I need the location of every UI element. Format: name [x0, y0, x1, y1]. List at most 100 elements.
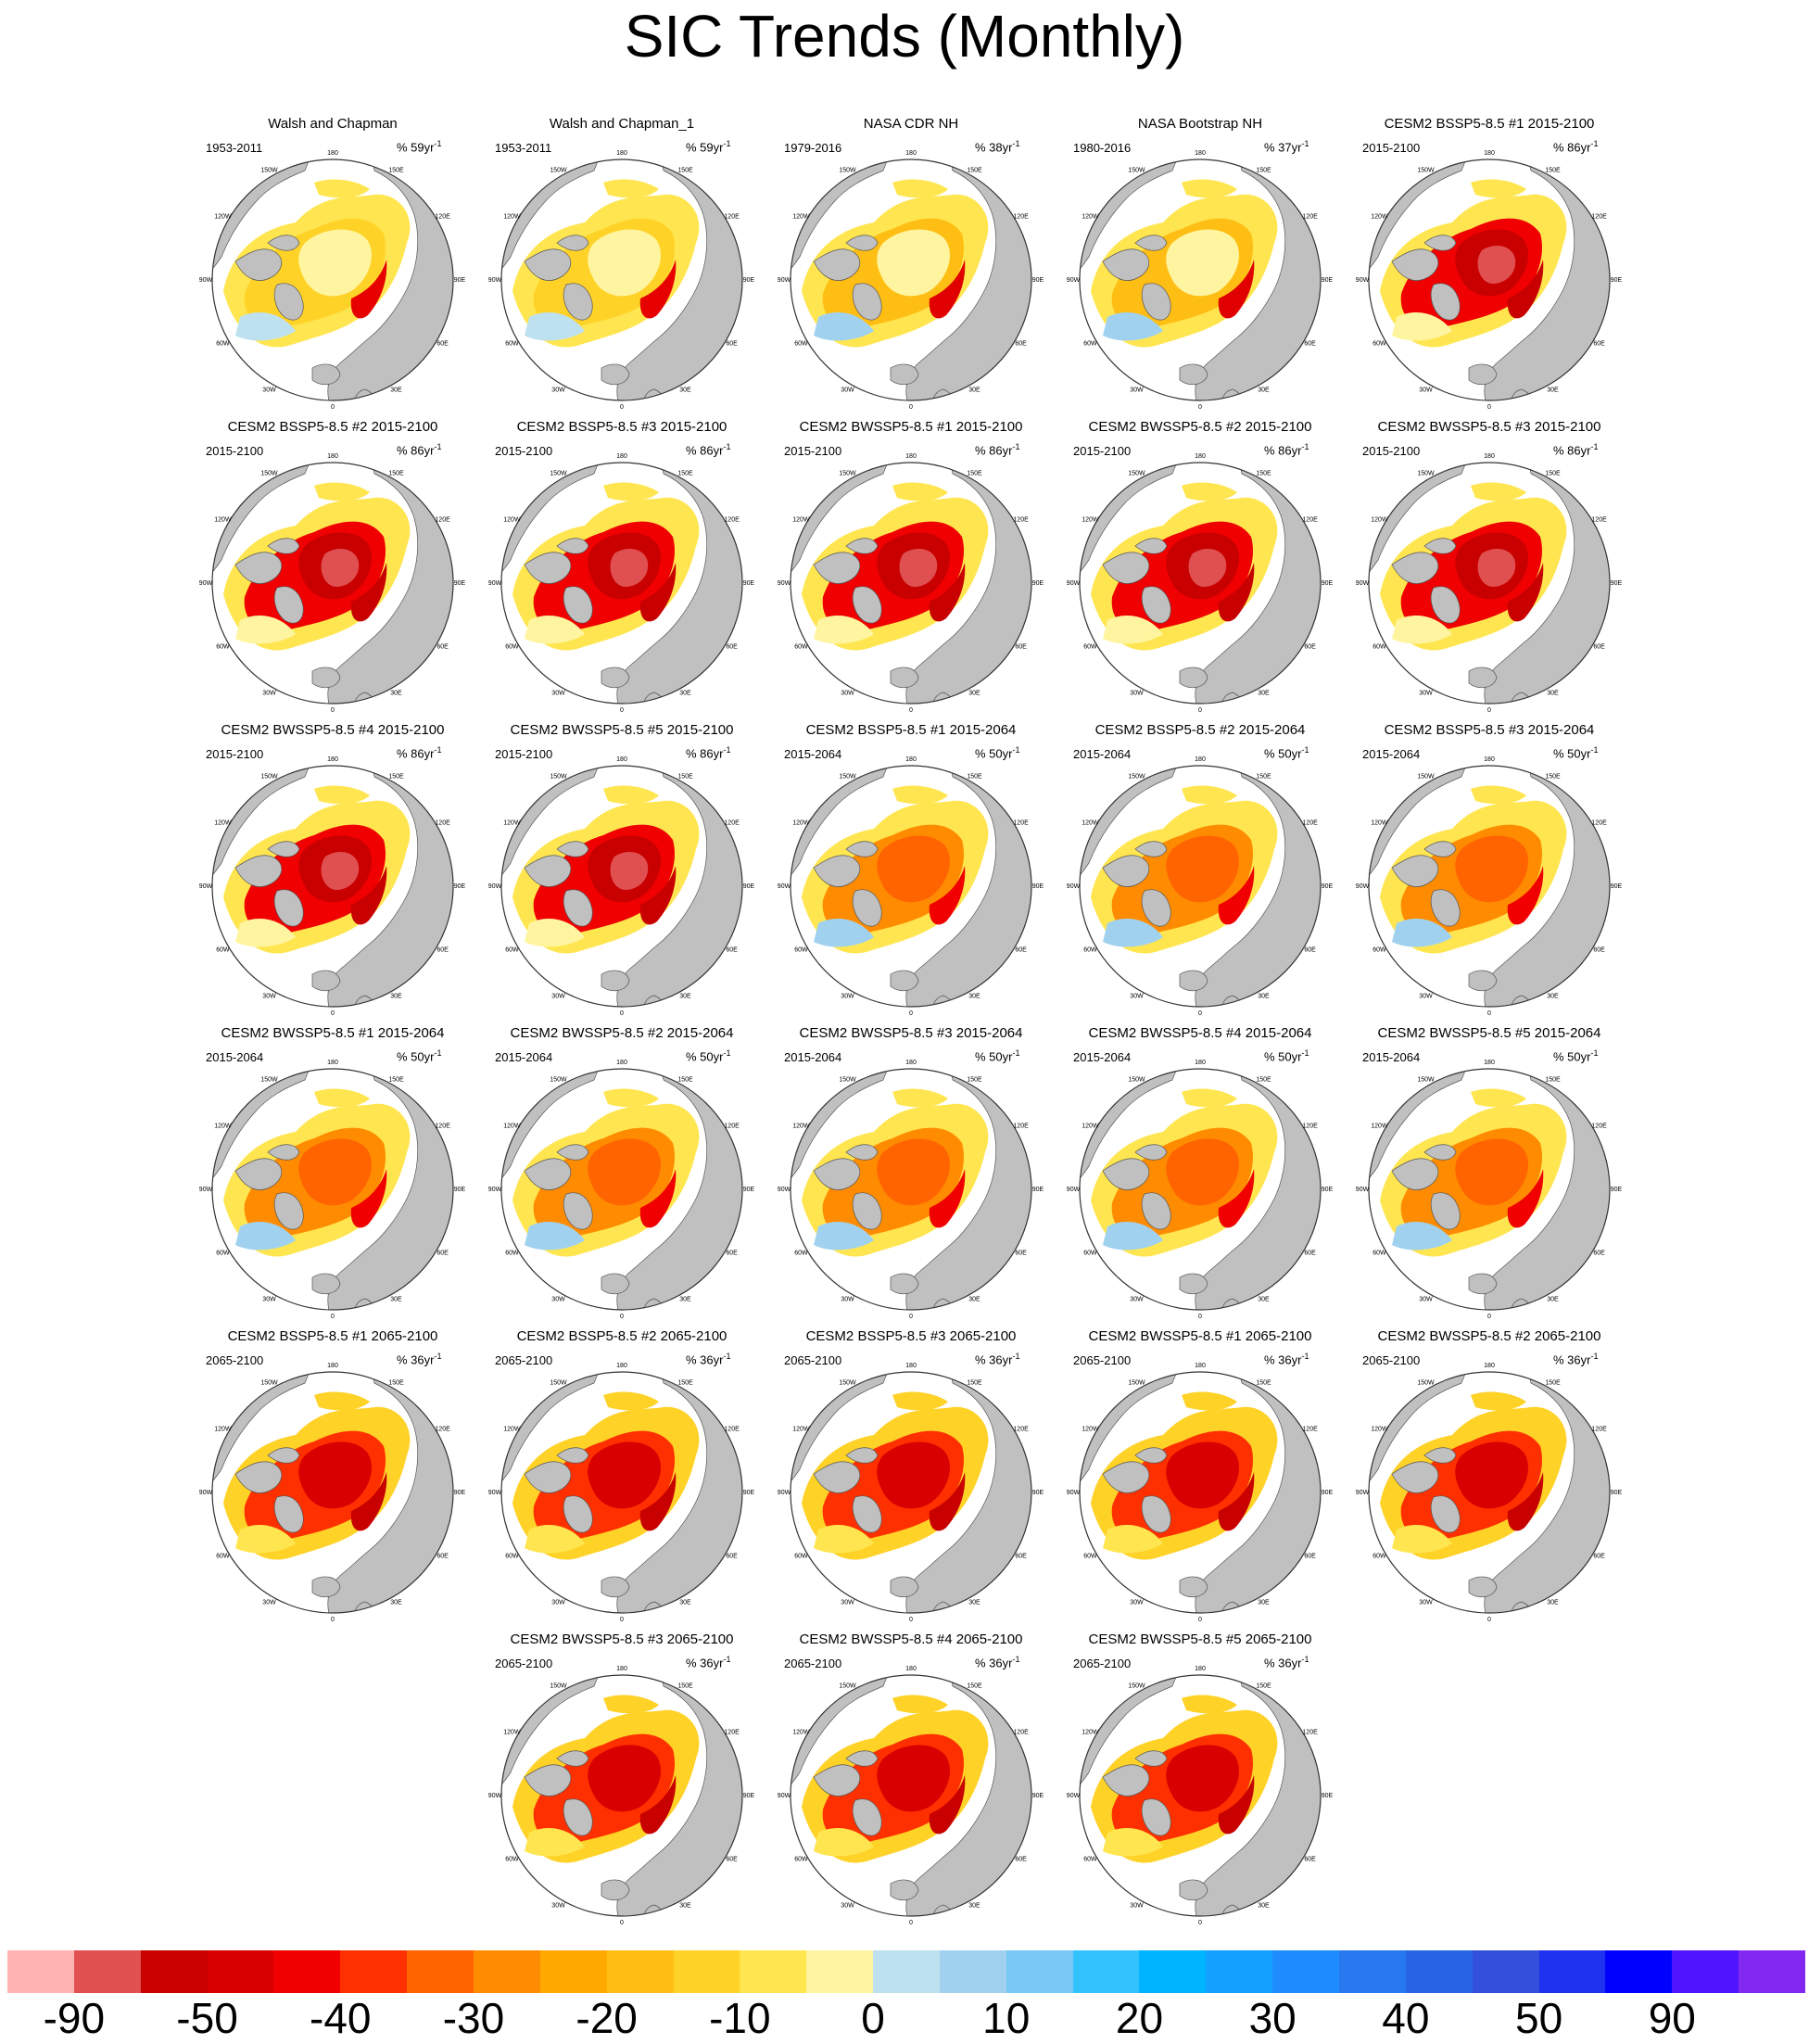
ice-region-edge [1218, 1169, 1255, 1228]
land-scandinavia [1468, 363, 1498, 386]
ice-region-bering [603, 785, 659, 805]
lon-label: 180 [1484, 1060, 1495, 1066]
lon-label: 120W [1371, 1427, 1388, 1433]
lon-label: 30E [679, 994, 691, 1000]
map-panel: CESM2 BWSSP5-8.5 #3 2065-2100 2065-2100 % … [487, 1631, 756, 1928]
units-percent: % [686, 1656, 701, 1670]
map-boundary [500, 159, 743, 401]
lon-label: 120W [1082, 1427, 1099, 1433]
panel-period: 2015-2064 [1073, 1050, 1132, 1064]
lon-label: 60W [216, 1554, 230, 1560]
land-island [267, 538, 300, 554]
polar-map: 180 150E 120E 90E 60E 30E 0 30W 60W 90W 120W 150W [199, 1060, 466, 1320]
panel-period: 2015-2100 [1362, 141, 1421, 155]
lon-label: 60E [436, 341, 449, 348]
units-exponent: -1 [1590, 745, 1599, 755]
lon-label: 180 [1195, 150, 1206, 157]
panel-title: CESM2 BWSSP5-8.5 #1 2015-2100 [799, 419, 1023, 435]
lon-label: 120E [724, 820, 740, 827]
ice-region-atlantic [814, 312, 874, 341]
units-percent: % [975, 140, 990, 155]
land-island [845, 1447, 879, 1464]
ice-region-bering [314, 179, 370, 198]
colorbar-box [873, 1950, 941, 1993]
lon-label: 120E [435, 820, 450, 827]
land-archipelago [1102, 1764, 1150, 1796]
lon-label: 150W [839, 773, 856, 780]
panel-title: NASA Bootstrap NH [1137, 116, 1263, 132]
units-scale: 36 [411, 1352, 424, 1367]
lon-label: 90E [454, 1490, 466, 1496]
polar-map: 180 150E 120E 90E 60E 30E 0 30W 60W 90W 120W 150W [199, 150, 466, 411]
map-content [501, 1372, 742, 1613]
lon-label: 120W [792, 820, 810, 827]
polar-map: 180 150E 120E 90E 60E 30E 0 30W 60W 90W 120W 150W [199, 1363, 466, 1623]
lon-label: 30W [551, 691, 565, 697]
lon-label: 30W [1130, 1297, 1144, 1303]
lon-label: 150E [388, 167, 404, 173]
lon-label: 180 [1195, 453, 1206, 460]
ice-region-bering [603, 1088, 659, 1108]
units-exponent: -1 [1301, 1048, 1309, 1058]
units-suffix: yr [424, 746, 435, 761]
colorbar-box [1739, 1950, 1806, 1993]
units-suffix: yr [1580, 746, 1591, 761]
ice-region-edge [639, 1472, 677, 1531]
lon-label: 30E [1258, 1600, 1270, 1606]
colorbar-box [73, 1950, 142, 1993]
lon-label: 30W [262, 1297, 276, 1303]
panel-title: CESM2 BWSSP5-8.5 #5 2015-2100 [510, 722, 734, 738]
polar-map: 180 150E 120E 90E 60E 30E 0 30W 60W 90W 120W 150W [778, 756, 1044, 1017]
ice-region-bering [892, 482, 948, 501]
lon-label: 90E [1032, 580, 1044, 587]
land-greenland [273, 283, 304, 321]
land-scandinavia [311, 1273, 341, 1295]
land-archipelago [524, 1158, 572, 1190]
map-content [1369, 159, 1610, 400]
lon-label: 120W [214, 820, 232, 827]
units-scale: 50 [1278, 746, 1292, 761]
units-scale: 50 [1278, 1049, 1292, 1064]
ice-region-edge [1507, 260, 1544, 319]
land-scandinavia [890, 1576, 919, 1598]
lon-label: 120E [1591, 820, 1607, 827]
lon-label: 180 [616, 756, 627, 763]
lon-label: 150E [1256, 1076, 1271, 1083]
panel-units: % 86yr-1 [1553, 139, 1599, 154]
lon-label: 60E [1593, 341, 1605, 348]
ice-region-edge [929, 1472, 966, 1531]
lon-label: 120E [1013, 1730, 1029, 1736]
lon-label: 0 [620, 404, 624, 411]
colorbar-box [340, 1950, 408, 1993]
polar-map: 180 150E 120E 90E 60E 30E 0 30W 60W 90W 120W 150W [1356, 453, 1623, 714]
colorbar-box [1405, 1950, 1474, 1993]
lon-label: 30E [1547, 1297, 1559, 1303]
units-percent: % [975, 1049, 990, 1064]
map-content [1080, 159, 1321, 400]
polar-map: 180 150E 120E 90E 60E 30E 0 30W 60W 90W 120W 150W [488, 1060, 755, 1320]
lon-label: 30E [390, 1600, 402, 1606]
colorbar-box [1605, 1950, 1673, 1993]
land-archipelago [813, 1158, 861, 1190]
lon-label: 150W [839, 1379, 856, 1386]
chart-title: SIC Trends (Monthly) [624, 3, 1185, 70]
panel-period: 2065-2100 [206, 1353, 264, 1367]
map-content [1369, 1372, 1610, 1613]
colorbar-tick-label: 40 [1382, 1994, 1430, 2042]
units-suffix: yr [424, 1352, 435, 1367]
units-exponent: -1 [1012, 442, 1020, 451]
lon-label: 180 [1484, 1363, 1495, 1369]
map-boundary [1079, 1068, 1322, 1311]
land-greenland [1141, 889, 1171, 927]
lon-label: 90E [743, 1490, 755, 1496]
lon-label: 90E [1032, 277, 1044, 284]
lon-label: 60E [1593, 1554, 1605, 1560]
ice-region-core [1455, 1441, 1528, 1509]
map-panel: CESM2 BSSP5-8.5 #1 2015-2100 2015-2100% 8… [1355, 116, 1624, 413]
ice-region-core [1166, 1745, 1239, 1812]
lon-label: 30E [968, 994, 980, 1000]
lon-label: 150E [967, 773, 982, 780]
ice-region-edge [929, 260, 966, 319]
panel-period: 2015-2100 [206, 747, 264, 761]
units-exponent: -1 [1590, 1352, 1599, 1361]
